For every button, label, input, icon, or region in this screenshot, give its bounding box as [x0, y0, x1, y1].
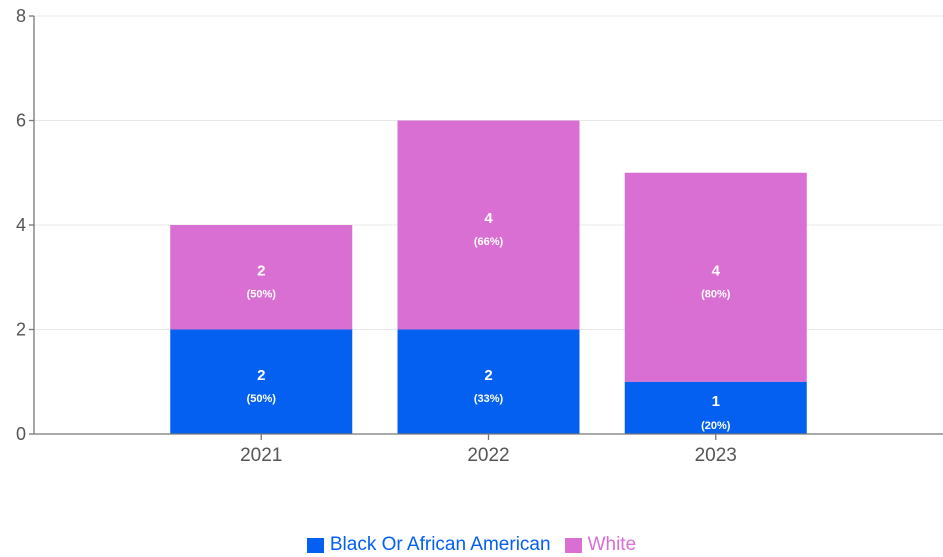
y-axis-ticks: 0 2 4 6 8: [16, 6, 34, 444]
bar-segment[interactable]: [170, 225, 353, 330]
bar-segment[interactable]: [170, 329, 353, 435]
data-label-percent: (20%): [701, 420, 731, 432]
data-label-percent: (33%): [474, 393, 504, 405]
bar-segment[interactable]: [397, 120, 580, 330]
data-label-percent: (50%): [247, 288, 277, 300]
y-tick-label: 0: [16, 424, 26, 444]
y-tick-label: 2: [16, 320, 26, 340]
data-label-percent: (50%): [247, 393, 277, 405]
bar-segment[interactable]: [624, 381, 807, 434]
data-label-value: 2: [257, 262, 265, 279]
bar-segment[interactable]: [624, 172, 807, 382]
data-label-value: 2: [484, 367, 492, 384]
legend-item-white[interactable]: White: [564, 534, 637, 556]
y-tick-label: 4: [16, 215, 26, 235]
bar-segment[interactable]: [397, 329, 580, 435]
x-tick-label: 2023: [695, 445, 737, 466]
x-axis-ticks: 2021 2022 2023: [240, 434, 737, 466]
bars: [170, 120, 807, 435]
data-label-value: 2: [257, 367, 265, 384]
legend-swatch-black: [306, 537, 324, 553]
data-label-percent: (80%): [701, 288, 731, 300]
data-label-value: 1: [712, 393, 720, 410]
data-labels: 2 (50%) 2 (50%) 2 (33%) 4 (66%) 1 (20%) 4 (80%): [247, 210, 731, 432]
y-tick-label: 6: [16, 111, 26, 131]
x-tick-label: 2022: [467, 445, 509, 466]
x-tick-label: 2021: [240, 445, 282, 466]
data-label-percent: (66%): [474, 236, 504, 248]
legend-swatch-white: [564, 537, 582, 553]
data-label-value: 4: [712, 262, 721, 279]
legend-label-white: White: [587, 534, 637, 555]
data-label-value: 4: [484, 210, 493, 227]
legend-item-black-or-african-american[interactable]: Black Or African American: [306, 534, 551, 556]
legend: Black Or African American White: [0, 534, 943, 556]
y-tick-label: 8: [16, 6, 26, 26]
legend-label-black: Black Or African American: [329, 534, 551, 555]
